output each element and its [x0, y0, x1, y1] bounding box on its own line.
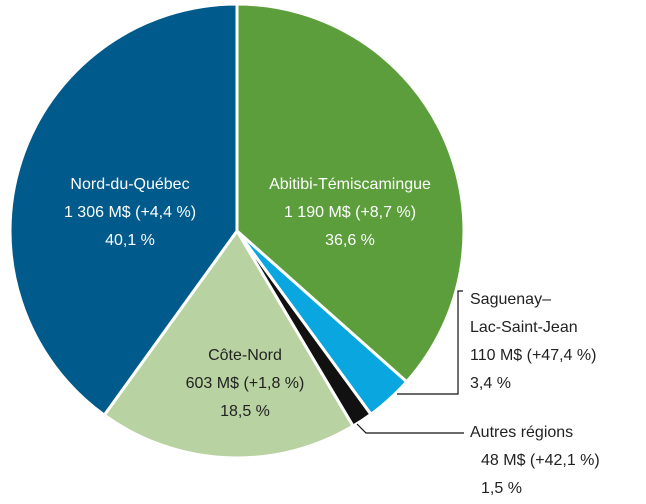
leader-line — [356, 423, 464, 434]
slice-amount: 1 306 M$ (+4,4 %) — [64, 204, 196, 221]
slice-percent: 36,6 % — [325, 232, 375, 249]
label-line: Lac-Saint-Jean — [470, 319, 578, 336]
slice-amount: 1 190 M$ (+8,7 %) — [284, 204, 416, 221]
slice-amount: 48 M$ (+42,1 %) — [481, 452, 600, 469]
slice-label: Autres régions — [470, 424, 573, 441]
slice-percent: 1,5 % — [481, 480, 522, 497]
slice-percent: 40,1 % — [105, 232, 155, 249]
pie-slice — [8, 2, 239, 418]
slice-percent: 18,5 % — [220, 403, 270, 420]
slice-percent: 3,4 % — [470, 375, 511, 392]
pie-slice — [235, 2, 466, 384]
leader-line — [397, 290, 463, 395]
slice-amount: 603 M$ (+1,8 %) — [186, 375, 305, 392]
slice-label: Côte-Nord — [208, 347, 282, 364]
slice-label: Abitibi-Témiscamingue — [269, 176, 431, 193]
pie-slice — [102, 228, 356, 460]
slice-amount: 110 M$ (+47,4 %) — [470, 347, 596, 364]
label-line: Saguenay– — [470, 291, 551, 308]
slice-label: Nord-du-Québec — [70, 176, 189, 193]
slice-label: Saguenay– Lac-Saint-Jean — [470, 291, 578, 336]
